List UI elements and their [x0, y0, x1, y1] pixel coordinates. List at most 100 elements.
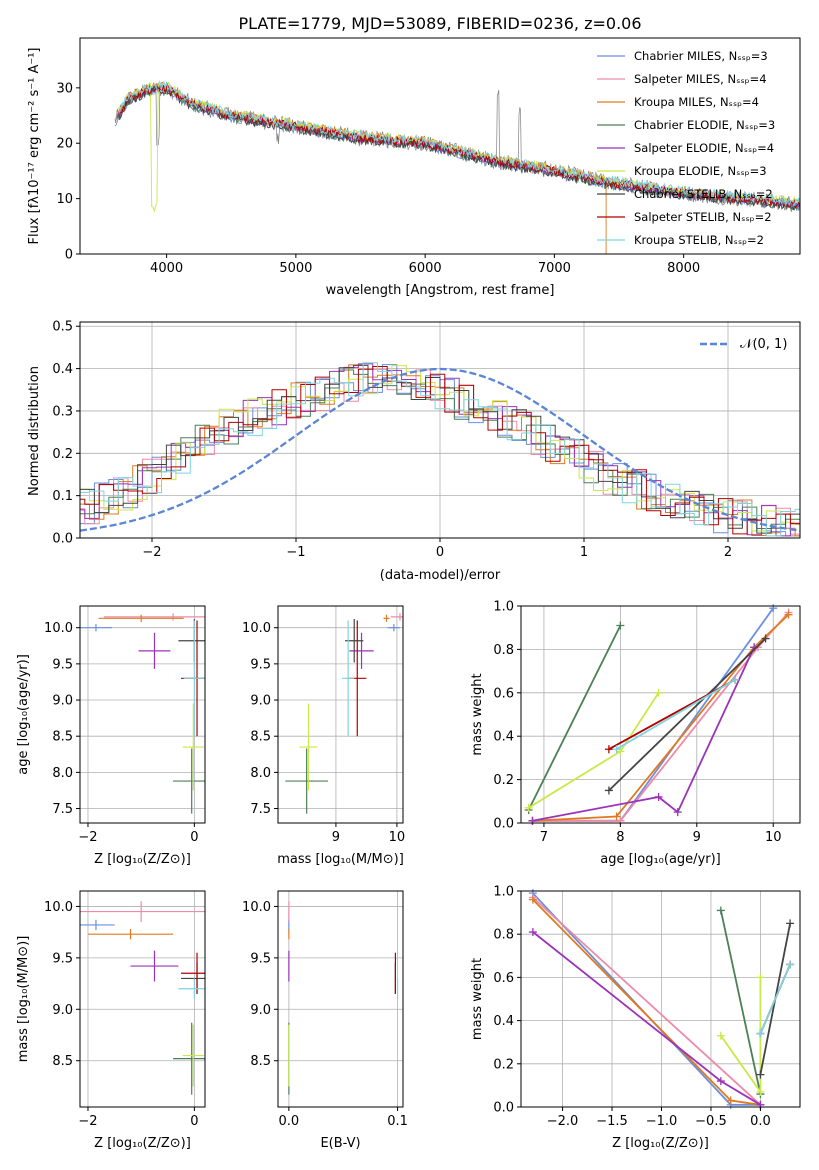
x-tick-label: −1.0	[646, 1114, 678, 1129]
age-vs-weight-panel: 7 8 9 10 0.0 0.2 0.4 0.6 0.8 1.0 age [log₁₀(age/yr…	[470, 600, 801, 867]
x-tick-label: 6000	[409, 261, 442, 276]
y-tick-label: 0.3	[52, 404, 73, 419]
y-tick-label: 10.0	[242, 621, 271, 636]
x-tick-label: 9	[693, 830, 701, 845]
weight-point-marker	[654, 688, 663, 697]
y-tick-label: 9.0	[250, 1003, 271, 1018]
x-tick-label: −2	[78, 1114, 97, 1129]
y-tick-label: 9.5	[250, 657, 271, 672]
weight-series-line	[532, 931, 761, 1106]
weight-point-marker	[786, 919, 795, 928]
weight-point-marker	[716, 1031, 725, 1040]
y-tick-label: 0.2	[52, 447, 73, 462]
weight-point-marker	[756, 1029, 765, 1038]
y-tick-label: 0.0	[493, 1101, 514, 1116]
y-tick-label: 8.5	[250, 1054, 271, 1069]
weight-point-marker	[761, 634, 770, 643]
x-tick-label: −0.5	[695, 1114, 727, 1129]
y-tick-label: 8.5	[52, 730, 73, 745]
y-tick-label: 20	[56, 137, 73, 152]
residual-histogram-line	[80, 362, 800, 537]
x-tick-label: 0.1	[387, 1114, 408, 1129]
y-tick-label: 7.5	[250, 802, 271, 817]
weight-series-line	[616, 679, 736, 750]
x-tick-label: 0	[436, 545, 444, 560]
y-tick-label: 10.0	[44, 900, 73, 915]
x-tick-label: −2	[78, 830, 97, 845]
y-tick-label: 0.6	[493, 971, 514, 986]
panel-xlabel: Z [log₁₀(Z/Z⊙)]	[94, 852, 191, 867]
residual-histogram-line	[80, 365, 800, 532]
weight-point-marker	[716, 906, 725, 915]
model-spectrum-line	[119, 82, 800, 210]
weight-point-marker	[716, 1077, 725, 1086]
x-tick-label: 0	[190, 830, 198, 845]
y-tick-label: 8.0	[250, 766, 271, 781]
weight-series-line	[532, 611, 790, 822]
y-tick-label: 9.5	[52, 951, 73, 966]
y-tick-label: 8.5	[250, 730, 271, 745]
spectrum-xlabel: wavelength [Angstrom, rest frame]	[326, 283, 555, 298]
weight-point-marker	[673, 808, 682, 817]
residual-ylabel: Normed distribution	[27, 366, 42, 496]
legend-label: Chabrier STELIB, Nₛₛₚ=2	[634, 187, 773, 201]
residual-xlabel: (data-model)/error	[380, 568, 501, 583]
weight-point-marker	[616, 621, 625, 630]
weight-series-group	[524, 604, 793, 825]
weight-point-marker	[528, 816, 537, 825]
residual-histogram-line	[80, 366, 800, 535]
y-tick-label: 0.4	[493, 730, 514, 745]
spectrum-frame	[79, 37, 801, 255]
panel-ylabel: mass weight	[470, 958, 485, 1040]
x-tick-label: 2	[724, 545, 732, 560]
panel-frame	[520, 890, 801, 1108]
residual-legend: 𝒩(0, 1)	[700, 337, 787, 352]
errorbar-group	[80, 901, 205, 1095]
weight-point-marker	[604, 745, 613, 754]
weight-series-group	[528, 889, 795, 1109]
panel-ylabel: mass [log₁₀(M/M⊙)]	[16, 936, 31, 1063]
x-tick-label: −1	[286, 545, 305, 560]
errorbar-group	[80, 613, 205, 814]
weight-point-marker	[524, 803, 533, 812]
legend-label: Chabrier MILES, Nₛₛₚ=3	[634, 49, 768, 63]
panel-xlabel: age [log₁₀(age/yr)]	[600, 852, 721, 867]
y-tick-label: 9.0	[52, 1003, 73, 1018]
weight-point-marker	[756, 1070, 765, 1079]
panel-frame	[79, 890, 206, 1108]
x-tick-label: −2.0	[547, 1114, 579, 1129]
x-tick-label: 0	[190, 1114, 198, 1129]
y-tick-label: 0.4	[52, 362, 73, 377]
normal-legend-label: 𝒩(0, 1)	[740, 337, 787, 352]
normal-distribution-curve	[80, 367, 800, 532]
y-tick-label: 1.0	[493, 885, 514, 900]
legend-label: Kroupa ELODIE, Nₛₛₚ=3	[634, 164, 767, 178]
errorbar-group	[288, 901, 399, 1095]
x-tick-label: 4000	[150, 261, 183, 276]
weight-point-marker	[731, 675, 740, 684]
legend-label: Salpeter STELIB, Nₛₛₚ=2	[634, 210, 772, 224]
y-tick-label: 9.5	[52, 657, 73, 672]
x-tick-label: 8	[616, 830, 624, 845]
panel-frame	[277, 890, 404, 1108]
weight-point-marker	[612, 745, 621, 754]
ebv-vs-mass-panel: 0.0 0.1 8.5 9.0 9.5 10.0 E(B-V)	[242, 890, 408, 1151]
y-tick-label: 30	[56, 81, 73, 96]
panel-xlabel: E(B-V)	[320, 1136, 360, 1151]
weight-series-line	[532, 646, 755, 822]
spectrum-legend: Chabrier MILES, Nₛₛₚ=3 Salpeter MILES, Nₛ…	[597, 49, 775, 247]
weight-point-marker	[528, 928, 537, 937]
panel-ylabel: age [log₁₀(age/yr)]	[16, 654, 31, 775]
y-tick-label: 9.5	[250, 951, 271, 966]
legend-label: Kroupa STELIB, Nₛₛₚ=2	[634, 233, 764, 247]
y-tick-label: 0.4	[493, 1014, 514, 1029]
weight-series-line	[532, 614, 790, 822]
weight-point-marker	[528, 895, 537, 904]
weight-point-marker	[784, 610, 793, 619]
panel-frame	[79, 605, 206, 824]
residual-grid	[80, 322, 800, 539]
x-tick-label: 0.0	[279, 1114, 300, 1129]
residual-panel: −2 −1 0 1 2 0.0 0.1 0.2 0.3 0.4 0.5 (data-model)/e…	[27, 320, 801, 583]
spectrum-panel: 4000 5000 6000 7000 8000 0 10 20 30 wavelength […	[27, 37, 801, 298]
